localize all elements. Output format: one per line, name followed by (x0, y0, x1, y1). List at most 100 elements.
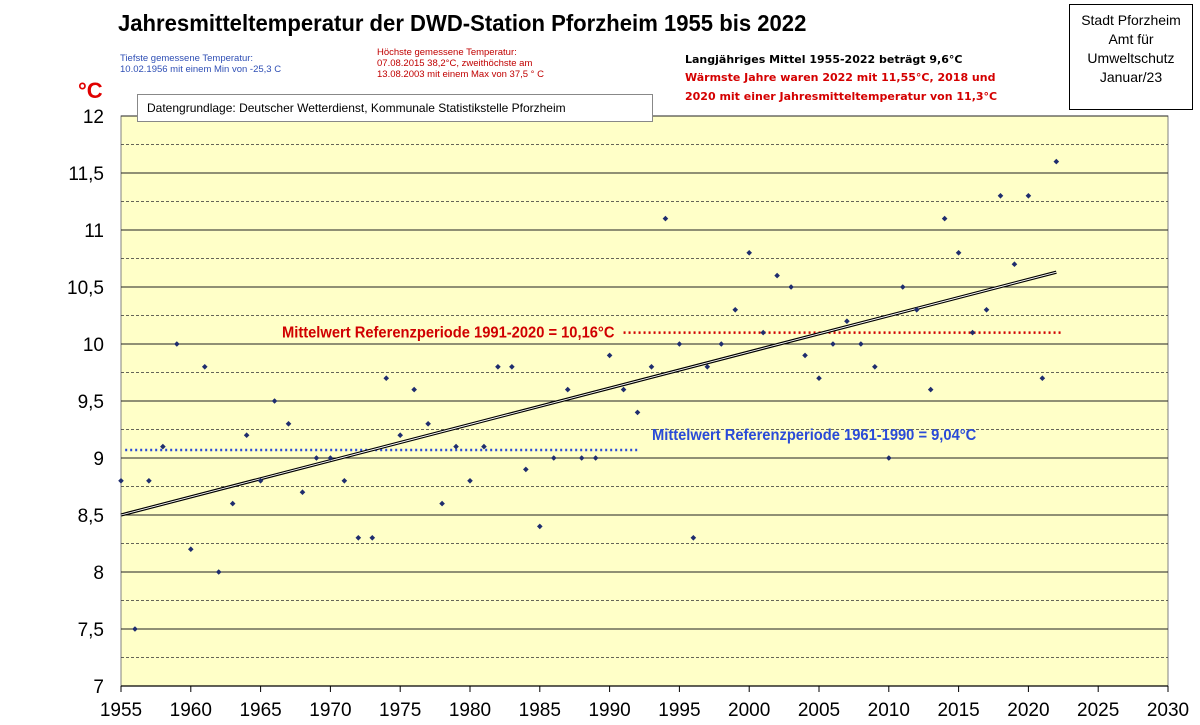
data-point-2019 (1011, 261, 1018, 267)
data-point-2002 (774, 272, 780, 279)
min-note-line-1: Tiefste gemessene Temperatur: (120, 53, 254, 64)
x-tick-label-2: 1965 (239, 700, 281, 721)
warmest-years-note-line-1: Wärmste Jahre waren 2022 mit 11,55°C, 20… (685, 71, 996, 84)
data-point-2011 (899, 284, 906, 290)
data-point-1968 (299, 489, 306, 495)
x-tick-label-11: 2010 (868, 700, 910, 721)
data-point-1985 (537, 523, 543, 530)
x-tick-label-1: 1960 (170, 700, 212, 721)
data-point-1989 (592, 455, 599, 461)
data-point-1997 (704, 364, 711, 370)
data-point-1998 (718, 341, 725, 347)
x-tick-label-12: 2015 (937, 700, 979, 721)
data-point-1956 (132, 626, 138, 632)
y-tick-label-1: 7,5 (78, 620, 104, 641)
data-point-1981 (481, 443, 487, 450)
data-point-1978 (439, 500, 445, 507)
org-line-2: Amt für (1108, 31, 1154, 47)
max-note-line-2: 07.08.2015 38,2°C, zweithöchste am (377, 58, 533, 69)
long-term-average-note: Langjähriges Mittel 1955-2022 beträgt 9,… (685, 53, 963, 66)
data-point-2013 (927, 386, 934, 393)
x-tick-label-4: 1975 (379, 700, 421, 721)
reference-label-1991-2020: Mittelwert Referenzperiode 1991-2020 = 1… (282, 324, 614, 342)
y-tick-label-8: 11 (84, 221, 104, 242)
reference-label-1961-1990: Mittelwert Referenzperiode 1961-1990 = 9… (652, 426, 976, 444)
data-point-1992 (634, 409, 641, 416)
max-note-line-3: 13.08.2003 mit einem Max von 37,5 ° C (377, 69, 544, 80)
data-point-1994 (662, 215, 669, 222)
data-point-1963 (229, 500, 236, 507)
data-point-2005 (816, 375, 822, 381)
data-point-1979 (453, 443, 459, 450)
data-point-1982 (495, 364, 501, 370)
data-point-1988 (578, 455, 585, 461)
x-tick-label-3: 1970 (309, 700, 351, 721)
data-point-1984 (523, 466, 529, 473)
data-point-1993 (648, 364, 655, 370)
data-point-2007 (844, 318, 850, 324)
y-tick-label-7: 10,5 (67, 278, 104, 299)
chart-title: Jahresmitteltemperatur der DWD-Station P… (118, 10, 807, 36)
data-point-1986 (550, 455, 557, 461)
y-tick-label-6: 10 (83, 335, 104, 356)
organization-box: Stadt Pforzheim Amt für Umweltschutz Jan… (1069, 4, 1193, 110)
data-point-2010 (886, 455, 892, 461)
data-point-1980 (467, 478, 473, 484)
org-line-1: Stadt Pforzheim (1081, 12, 1181, 28)
data-point-2004 (802, 352, 808, 359)
x-tick-label-10: 2005 (798, 700, 840, 721)
data-point-1965 (257, 478, 264, 484)
data-point-2003 (788, 284, 794, 290)
data-point-1990 (606, 352, 613, 359)
data-point-1957 (146, 478, 152, 484)
data-point-1959 (174, 341, 180, 347)
y-tick-label-3: 8,5 (78, 506, 104, 527)
data-point-1996 (690, 535, 697, 541)
y-tick-label-0: 7 (93, 677, 104, 698)
data-point-1972 (355, 535, 362, 541)
data-point-1976 (411, 386, 417, 393)
data-point-1974 (383, 375, 390, 381)
org-line-3: Umweltschutz (1087, 50, 1175, 66)
data-point-2014 (941, 215, 948, 222)
max-note-line-1: Höchste gemessene Temperatur: (377, 47, 517, 58)
x-tick-label-14: 2025 (1077, 700, 1119, 721)
data-point-1967 (285, 421, 292, 427)
data-point-1966 (271, 398, 278, 404)
data-point-2001 (760, 329, 766, 336)
data-point-1960 (188, 546, 194, 552)
y-tick-label-2: 8 (93, 563, 104, 584)
y-axis-unit-label: °C (78, 78, 103, 103)
min-temperature-note: Tiefste gemessene Temperatur: 10.02.1956… (120, 53, 281, 75)
data-point-2012 (913, 307, 920, 313)
y-tick-label-9: 11,5 (68, 164, 104, 185)
x-tick-label-7: 1990 (588, 700, 630, 721)
data-point-2021 (1039, 375, 1046, 381)
data-point-1987 (564, 386, 571, 393)
data-point-2022 (1053, 158, 1060, 165)
x-tick-label-0: 1955 (100, 700, 142, 721)
data-point-2018 (997, 193, 1004, 199)
data-point-2008 (858, 341, 864, 347)
data-point-1991 (620, 386, 627, 393)
data-point-2000 (746, 250, 752, 256)
x-tick-label-8: 1995 (658, 700, 700, 721)
data-point-2006 (830, 341, 836, 347)
min-note-line-2: 10.02.1956 mit einem Min von -25,3 C (120, 64, 282, 75)
data-point-1962 (215, 569, 222, 575)
trend-line-inner (120, 271, 1057, 516)
org-line-4: Januar/23 (1099, 69, 1163, 85)
data-point-1958 (160, 443, 166, 450)
max-temperature-note: Höchste gemessene Temperatur: 07.08.2015… (377, 47, 544, 80)
data-point-2016 (969, 329, 976, 336)
data-point-1973 (369, 535, 376, 541)
data-point-1969 (313, 455, 320, 461)
data-point-1999 (732, 307, 739, 313)
data-point-2020 (1025, 193, 1032, 199)
y-tick-label-10: 12 (83, 107, 104, 128)
data-point-1983 (509, 364, 515, 370)
data-point-1975 (397, 432, 403, 438)
data-source-box: Datengrundlage: Deutscher Wetterdienst, … (137, 94, 653, 122)
y-tick-label-4: 9 (93, 449, 104, 470)
x-tick-label-6: 1985 (519, 700, 561, 721)
